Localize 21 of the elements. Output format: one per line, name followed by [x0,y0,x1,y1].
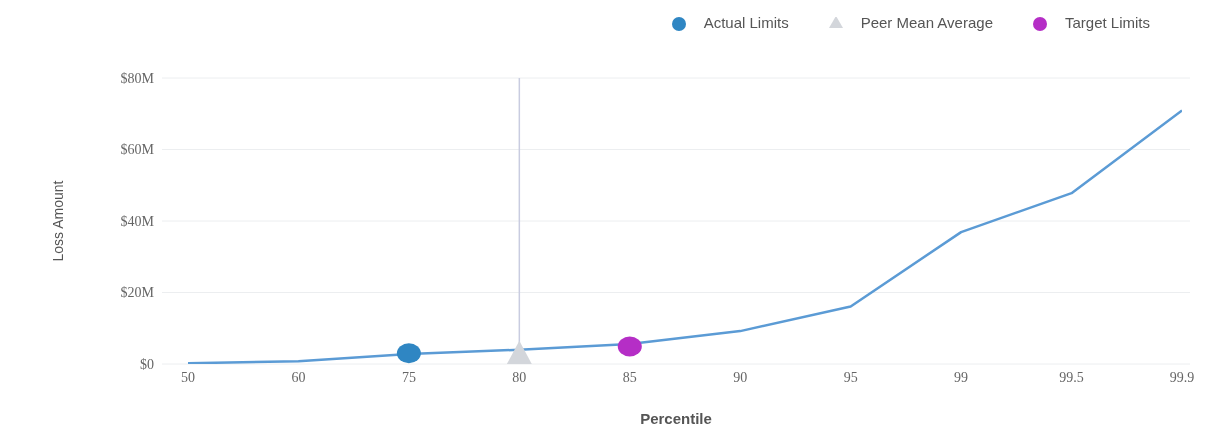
x-tick-label: 90 [733,369,748,385]
x-tick-label: 85 [622,369,637,385]
x-tick-label: 99.9 [1169,369,1195,385]
line-series [188,109,1182,364]
legend-label: Target Limits [1064,14,1150,31]
x-tick-label: 50 [181,369,195,385]
x-tick-label: 80 [512,369,527,385]
x-axis-title: Percentile [640,410,712,427]
y-tick-label: $0 [140,356,154,372]
x-tick-label: 75 [401,369,416,385]
legend-label: Peer Mean Average [860,14,993,31]
legend-label: Actual Limits [703,14,789,31]
x-tick-label: 99 [954,369,969,385]
y-tick-label: $80M [120,71,155,86]
x-tick-label: 60 [291,369,306,385]
y-tick-label: $60M [120,142,155,158]
x-tick-label: 99.5 [1059,369,1084,385]
y-tick-label: $40M [120,213,155,229]
y-tick-label: $20M [120,285,155,301]
x-tick-label: 95 [843,369,858,385]
y-axis-title: Loss Amount [49,180,66,262]
